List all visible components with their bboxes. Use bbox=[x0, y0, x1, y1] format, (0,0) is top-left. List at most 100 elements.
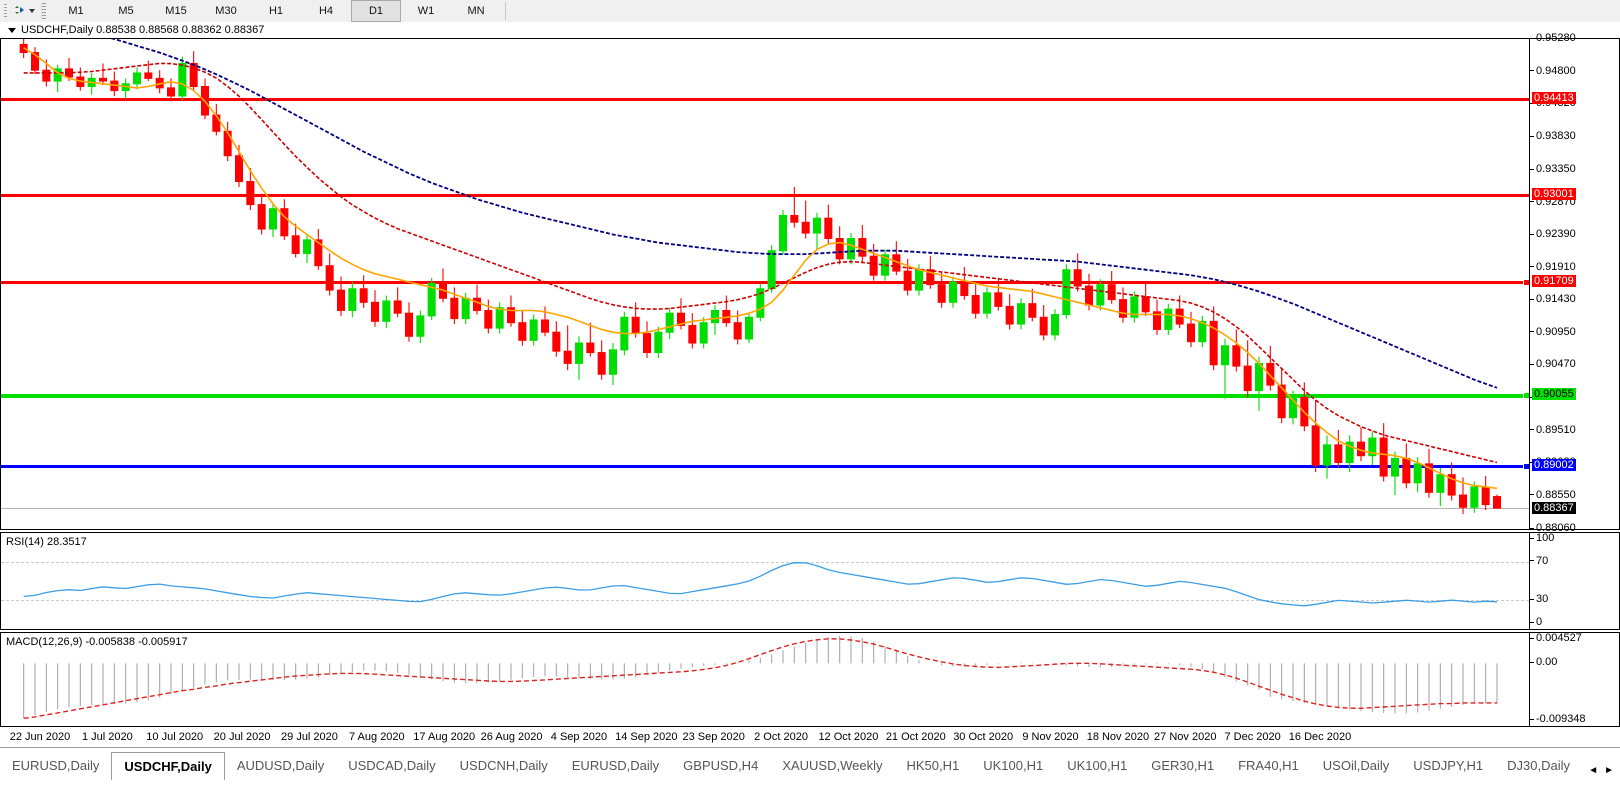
timeframe-button-m1[interactable]: M1 bbox=[68, 5, 84, 17]
date-label: 17 Aug 2020 bbox=[413, 731, 476, 743]
price-level-chip-green[interactable]: 0.90055 bbox=[1532, 387, 1576, 400]
rsi-label: RSI(14) 28.3517 bbox=[6, 536, 87, 548]
macd-plot-area[interactable] bbox=[1, 633, 1529, 726]
chart-tab-audusd-daily[interactable]: AUDUSD,Daily bbox=[236, 757, 325, 773]
macd-axis: 0.004527 0.00 -0.009348 bbox=[1529, 633, 1619, 726]
macd-indicator-pane[interactable]: MACD(12,26,9) -0.005838 -0.005917 0.0045… bbox=[0, 632, 1620, 727]
chart-tab-usoil-daily[interactable]: USOil,Daily bbox=[1322, 757, 1390, 773]
chart-tab-dj30-daily[interactable]: DJ30,Daily bbox=[1507, 757, 1570, 773]
rsi-gridline bbox=[1, 561, 1529, 563]
date-label: 7 Dec 2020 bbox=[1224, 731, 1281, 743]
level-line-0.94413[interactable] bbox=[1, 97, 1529, 101]
last-price-line bbox=[1, 508, 1529, 510]
price-level-chip-red[interactable]: 0.94413 bbox=[1532, 91, 1576, 104]
date-label: 4 Sep 2020 bbox=[550, 731, 608, 743]
price-level-chip-blue[interactable]: 0.89002 bbox=[1532, 459, 1576, 472]
date-label: 20 Jul 2020 bbox=[213, 731, 271, 743]
macd-signal-line bbox=[23, 638, 1497, 719]
date-label: 22 Jun 2020 bbox=[9, 731, 71, 743]
rsi-axis: 100 70 30 0 bbox=[1529, 533, 1619, 629]
timeframe-button-h4[interactable]: H4 bbox=[318, 5, 334, 17]
macd-series-layer bbox=[23, 635, 1498, 719]
chart-tab-eurusd-daily[interactable]: EURUSD,Daily bbox=[571, 757, 660, 773]
date-label: 18 Nov 2020 bbox=[1086, 731, 1150, 743]
level-line-0.93001[interactable] bbox=[1, 193, 1529, 197]
timeframe-button-m30[interactable]: M30 bbox=[215, 5, 237, 17]
macd-tick: -0.009348 bbox=[1530, 714, 1586, 725]
date-label: 7 Aug 2020 bbox=[348, 731, 405, 743]
tab-scroll-controls[interactable]: ◄ ► bbox=[1588, 756, 1620, 784]
rsi-plot-area[interactable] bbox=[1, 533, 1529, 629]
price-level-chip-red[interactable]: 0.93001 bbox=[1532, 187, 1576, 200]
date-label: 9 Nov 2020 bbox=[1022, 731, 1079, 743]
level-handle[interactable] bbox=[1523, 279, 1529, 287]
level-line-0.90055[interactable] bbox=[1, 393, 1529, 398]
chart-tab-usdcnh-daily[interactable]: USDCNH,Daily bbox=[459, 757, 548, 773]
price-tick: 0.94800 bbox=[1530, 65, 1576, 77]
price-plot-area[interactable] bbox=[1, 39, 1529, 529]
timeframe-toolbar: M1 M5 M15 M30 H1 H4 D1 W1 MN bbox=[0, 0, 1620, 23]
macd-tick: 0.00 bbox=[1530, 657, 1557, 668]
date-label: 26 Aug 2020 bbox=[480, 731, 543, 743]
price-chart-pane[interactable]: 0.952800.948000.943200.938300.933500.928… bbox=[0, 33, 1620, 534]
ma-line bbox=[110, 39, 1498, 389]
macd-tick: 0.004527 bbox=[1530, 633, 1582, 644]
date-label: 23 Sep 2020 bbox=[682, 731, 745, 743]
timeframe-button-mn[interactable]: MN bbox=[467, 5, 485, 17]
chart-tab-usdchf-daily[interactable]: USDCHF,Daily bbox=[111, 752, 225, 780]
symbol-header: USDCHF,Daily 0.88538 0.88568 0.88362 0.8… bbox=[0, 22, 1620, 38]
chart-tab-xauusd-weekly[interactable]: XAUUSD,Weekly bbox=[782, 757, 883, 773]
toolbar-drag-handle[interactable] bbox=[0, 1, 10, 21]
chart-menu-caret-icon[interactable] bbox=[8, 27, 16, 33]
chart-tab-gbpusd-h4[interactable]: GBPUSD,H4 bbox=[683, 757, 759, 773]
price-tick: 0.92870 bbox=[1530, 196, 1576, 208]
level-handle[interactable] bbox=[1523, 463, 1529, 471]
toolbar-separator-grip bbox=[41, 3, 46, 19]
level-handle[interactable] bbox=[1523, 391, 1529, 399]
chevron-down-icon[interactable] bbox=[29, 9, 35, 13]
ma-line bbox=[23, 47, 1498, 490]
scroll-right-icon[interactable]: ► bbox=[1604, 764, 1614, 776]
chart-tab-usdjpy-h1[interactable]: USDJPY,H1 bbox=[1413, 757, 1484, 773]
date-label: 16 Dec 2020 bbox=[1288, 731, 1352, 743]
level-line-0.91709[interactable] bbox=[1, 281, 1529, 285]
date-label: 1 Jul 2020 bbox=[81, 731, 133, 743]
chart-tab-ger30-h1[interactable]: GER30,H1 bbox=[1151, 757, 1215, 773]
price-tick: 0.92390 bbox=[1530, 229, 1576, 240]
price-tick: 0.91430 bbox=[1530, 294, 1576, 305]
rsi-tick: 70 bbox=[1530, 555, 1548, 567]
timeframe-button-m5[interactable]: M5 bbox=[118, 5, 134, 17]
timeframe-button-d1[interactable]: D1 bbox=[351, 0, 401, 22]
rsi-series-layer bbox=[23, 562, 1498, 607]
price-tick: 0.90950 bbox=[1530, 326, 1576, 338]
price-tick: 0.89510 bbox=[1530, 424, 1576, 436]
level-line-0.89002[interactable] bbox=[1, 465, 1529, 469]
chart-tab-fra40-h1[interactable]: FRA40,H1 bbox=[1238, 757, 1299, 773]
scroll-left-icon[interactable]: ◄ bbox=[1588, 764, 1599, 776]
chart-shift-button[interactable] bbox=[10, 1, 39, 21]
price-tick: 0.90470 bbox=[1530, 359, 1576, 370]
price-level-chip-red[interactable]: 0.91709 bbox=[1532, 275, 1576, 288]
price-level-chip-black[interactable]: 0.88367 bbox=[1532, 502, 1576, 515]
date-label: 30 Oct 2020 bbox=[953, 731, 1014, 743]
macd-label: MACD(12,26,9) -0.005838 -0.005917 bbox=[6, 636, 188, 648]
price-axis[interactable]: 0.952800.948000.943200.938300.933500.928… bbox=[1529, 33, 1619, 534]
toolbar-divider bbox=[505, 2, 506, 20]
ma-line bbox=[23, 62, 1498, 464]
date-axis: 22 Jun 2020 1 Jul 2020 10 Jul 2020 20 Jul 2… bbox=[0, 727, 1620, 747]
rsi-tick: 100 bbox=[1530, 533, 1554, 544]
chart-tab-uk100-h1[interactable]: UK100,H1 bbox=[983, 757, 1044, 773]
timeframe-button-h1[interactable]: H1 bbox=[268, 5, 284, 17]
chart-tab-bar: EURUSD,Daily USDCHF,Daily AUDUSD,Daily USDC… bbox=[0, 747, 1620, 797]
chart-tab-hk50-h1[interactable]: HK50,H1 bbox=[906, 757, 960, 773]
date-label: 21 Oct 2020 bbox=[885, 731, 946, 743]
timeframe-button-w1[interactable]: W1 bbox=[417, 5, 435, 17]
price-tick: 0.91910 bbox=[1530, 261, 1576, 273]
chart-tab-eurusd-daily[interactable]: EURUSD,Daily bbox=[12, 757, 100, 773]
chart-tab-usdcad-daily[interactable]: USDCAD,Daily bbox=[348, 757, 436, 773]
timeframe-button-m15[interactable]: M15 bbox=[165, 5, 187, 17]
rsi-gridline bbox=[1, 600, 1529, 602]
price-tick: 0.88060 bbox=[1530, 523, 1576, 534]
chart-tab-uk100-h1[interactable]: UK100,H1 bbox=[1067, 757, 1128, 773]
rsi-indicator-pane[interactable]: RSI(14) 28.3517 100 70 30 0 bbox=[0, 532, 1620, 630]
